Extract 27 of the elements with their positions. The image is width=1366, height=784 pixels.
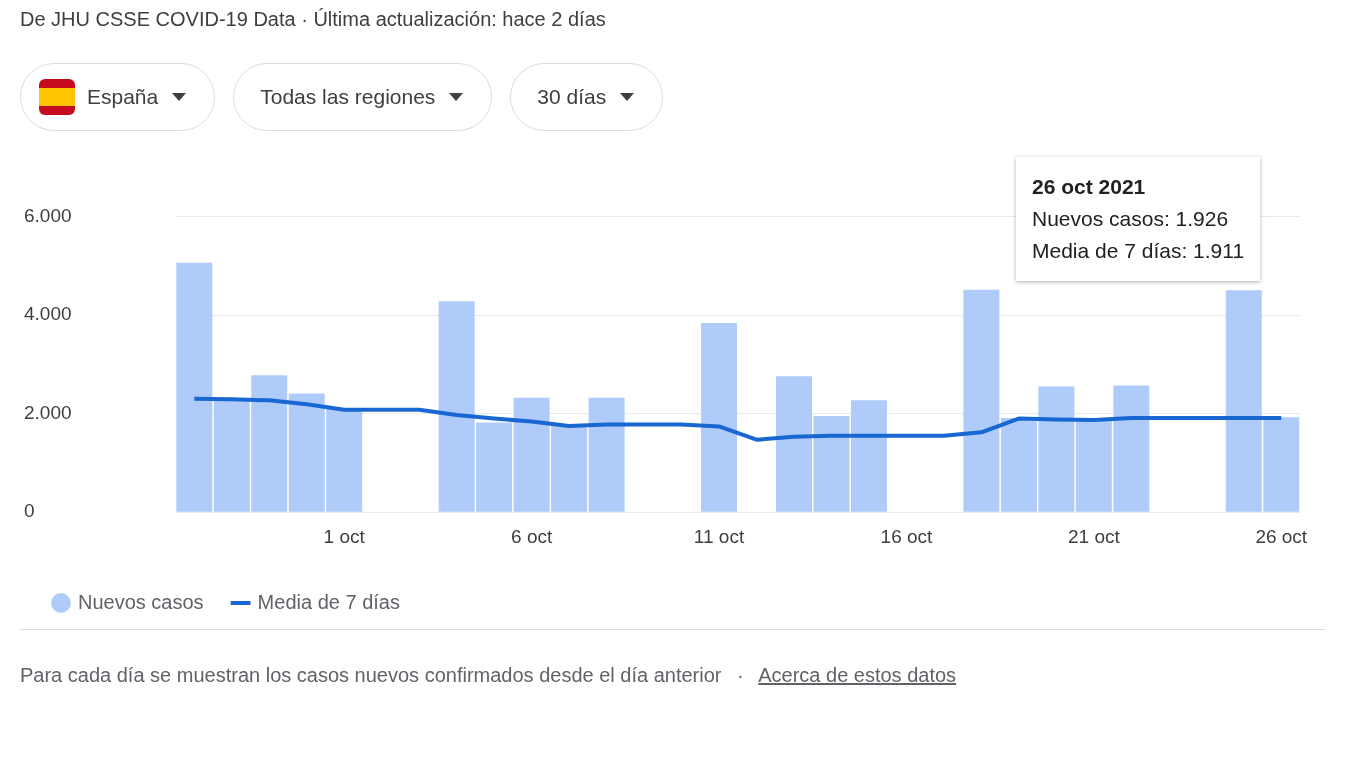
bar bbox=[176, 262, 213, 512]
x-tick-label: 26 oct bbox=[1255, 525, 1308, 547]
y-tick-label: 6.000 bbox=[24, 204, 72, 226]
chart-title: De JHU CSSE COVID-19 Data · Última actualización: hace 2 días bbox=[20, 8, 607, 31]
y-tick-label: 2.000 bbox=[24, 401, 72, 423]
legend-label: Media de 7 días bbox=[257, 590, 400, 613]
text: España bbox=[20, 63, 216, 131]
text: 26 oct 2021 bbox=[1032, 174, 1147, 200]
text: Todas las regiones bbox=[233, 63, 493, 131]
x-tick-label: 11 oct bbox=[693, 525, 745, 547]
bar bbox=[701, 322, 738, 512]
text: · bbox=[737, 664, 744, 686]
bar bbox=[963, 289, 1000, 512]
x-tick-label: 16 oct bbox=[880, 525, 934, 547]
bar bbox=[588, 397, 625, 512]
x-tick-label: 1 oct bbox=[323, 525, 366, 547]
y-tick-label: 0 bbox=[24, 500, 35, 522]
annotation: Nuevos casos: 1.926 bbox=[1032, 206, 1230, 232]
bar bbox=[850, 400, 887, 512]
text: 30 días bbox=[510, 63, 664, 131]
y-tick-label: 4.000 bbox=[24, 303, 72, 325]
text: Para cada día se muestran los casos nuevos confirmados desde el día anterior bbox=[20, 664, 722, 686]
x-tick-label: 6 oct bbox=[511, 525, 553, 547]
annotation: Media de 7 días: 1.911 bbox=[1032, 238, 1245, 264]
x-tick-label: 21 oct bbox=[1067, 525, 1121, 547]
legend-label: Nuevos casos bbox=[78, 590, 204, 613]
text: Acerca de estos datos bbox=[758, 664, 957, 686]
